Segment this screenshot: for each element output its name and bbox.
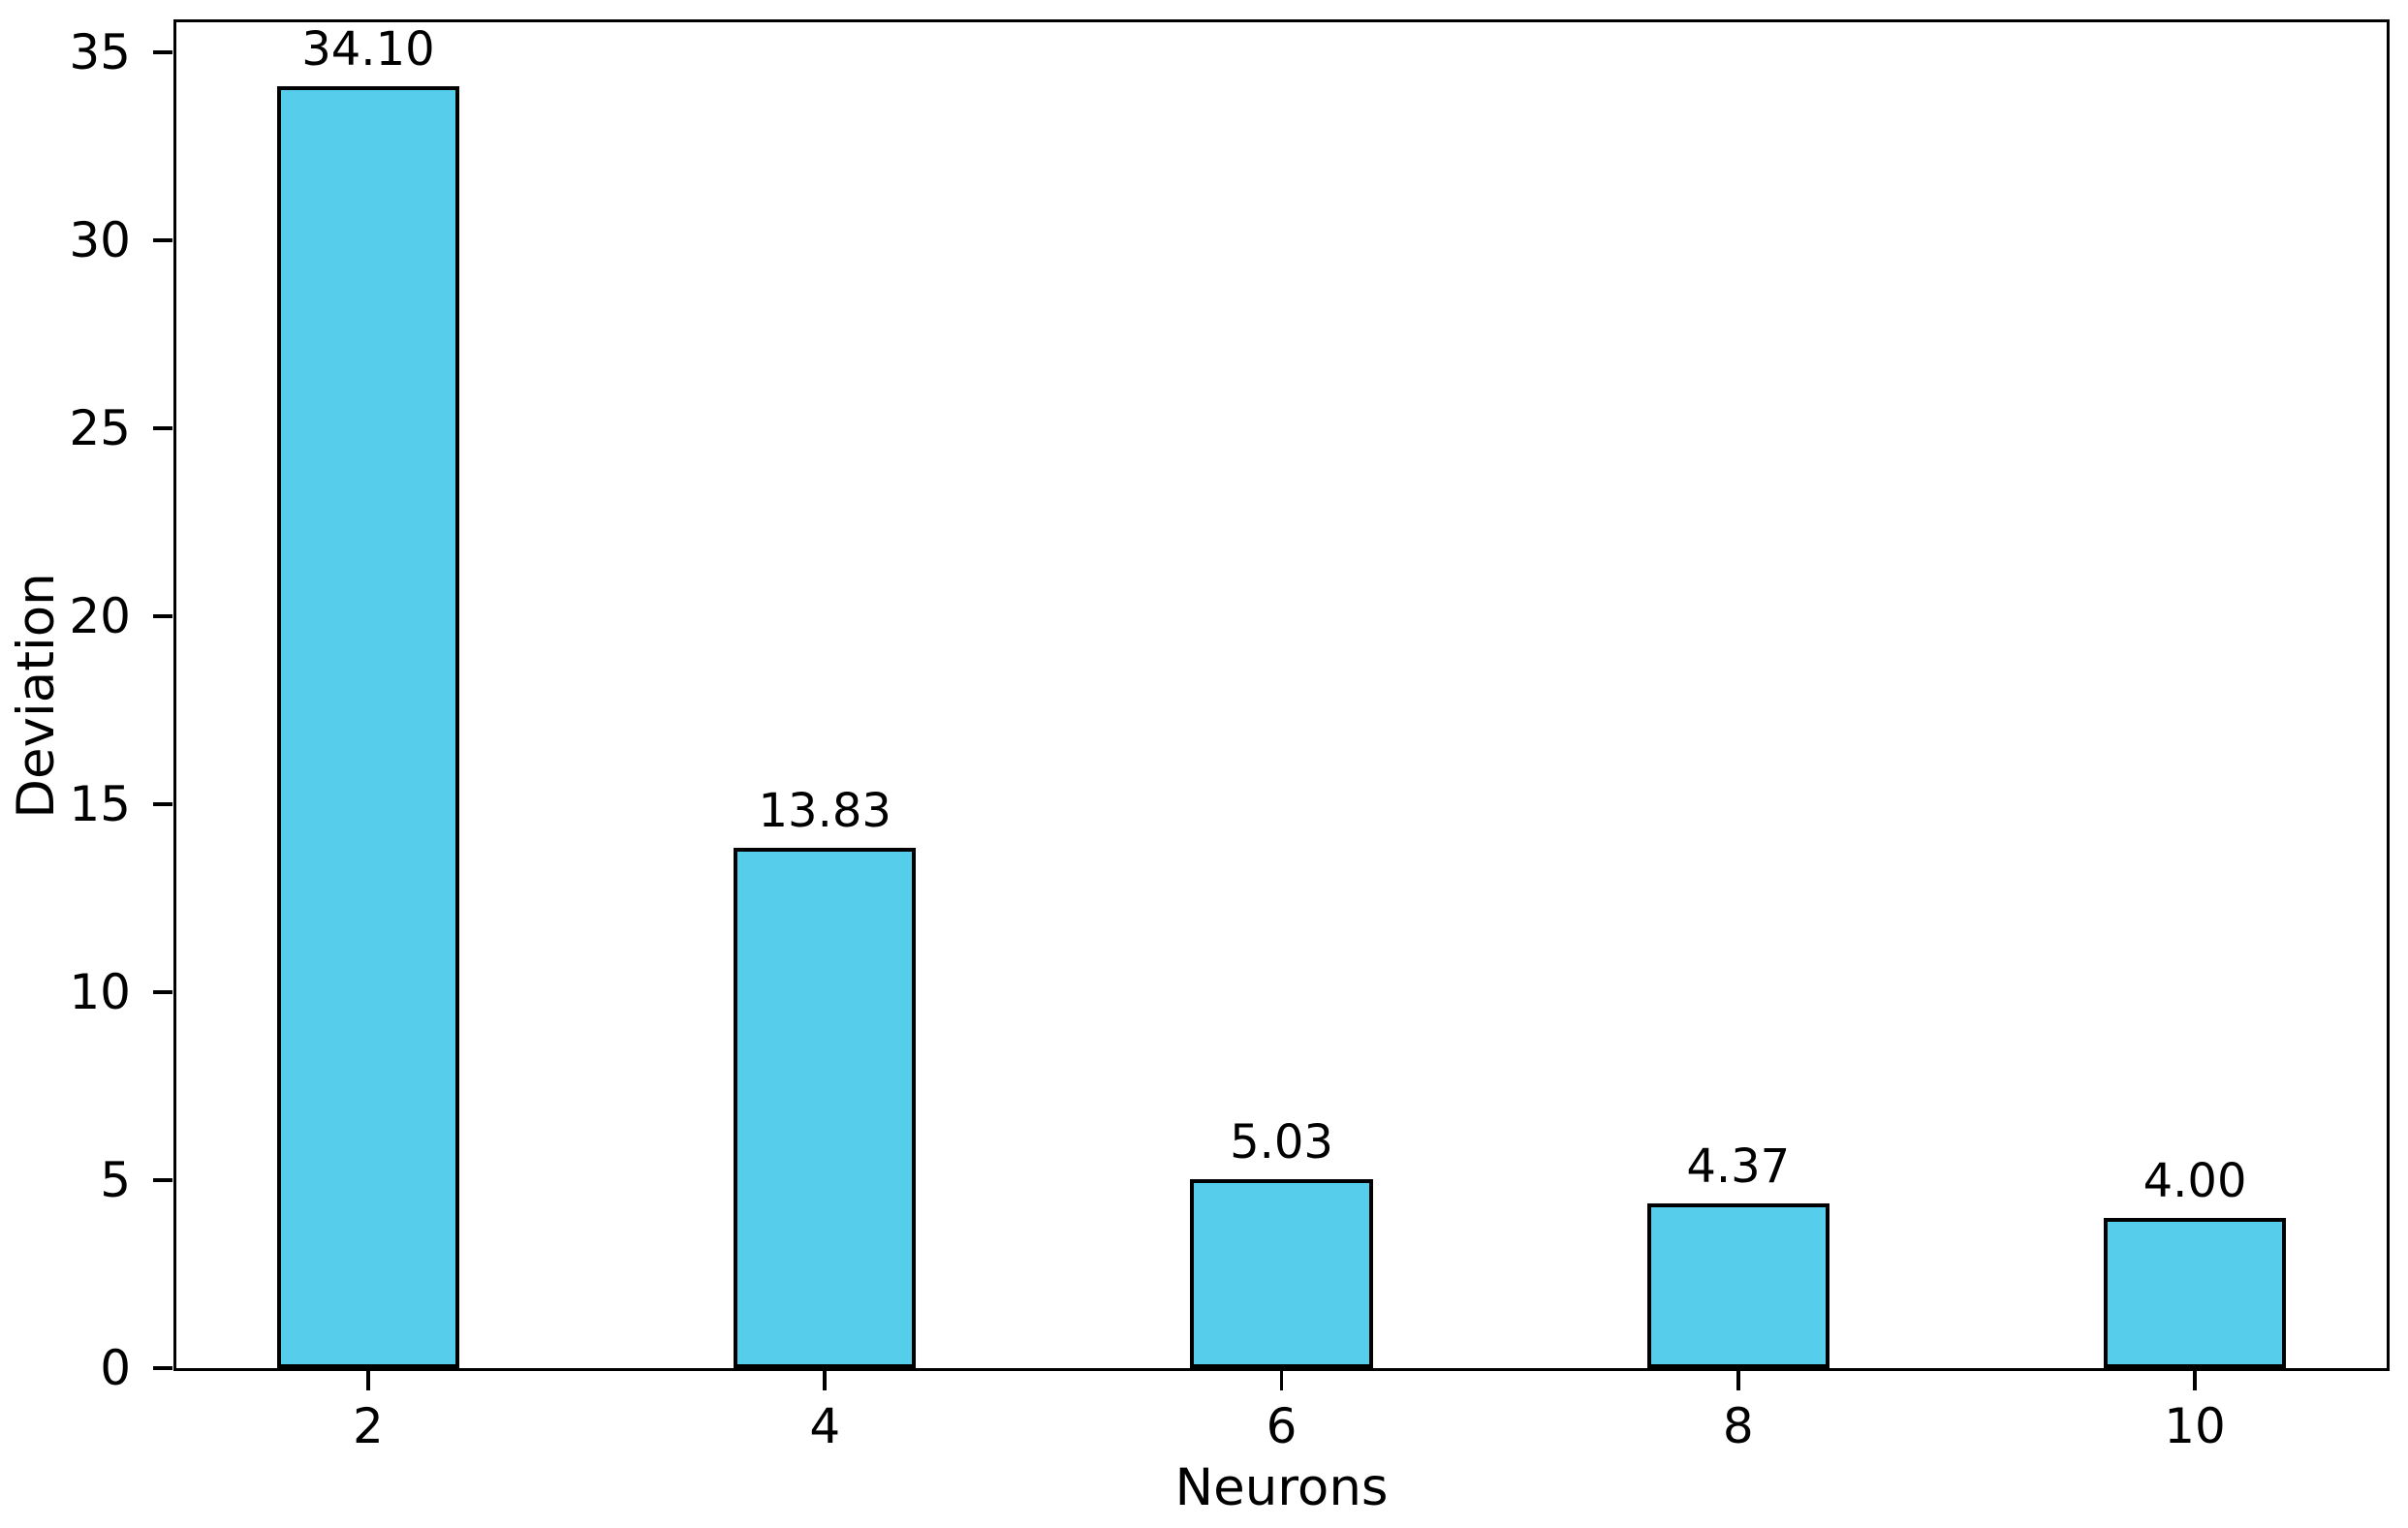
- y-tick-mark: [153, 426, 172, 430]
- y-tick-mark: [153, 990, 172, 994]
- bar: [733, 848, 917, 1368]
- bar-value-label: 4.00: [2142, 1153, 2247, 1208]
- y-tick-label: 0: [100, 1340, 131, 1396]
- x-tick-label: 8: [1722, 1398, 1754, 1454]
- x-tick-mark: [366, 1371, 370, 1390]
- y-tick-mark: [153, 1366, 172, 1370]
- y-tick-mark: [153, 238, 172, 242]
- bar-value-label: 34.10: [301, 21, 435, 77]
- y-tick-label: 20: [69, 588, 131, 645]
- bar: [1190, 1178, 1373, 1368]
- bar: [1646, 1203, 1830, 1368]
- bar: [2103, 1217, 2287, 1368]
- x-axis-label: Neurons: [1174, 1458, 1389, 1517]
- x-tick-mark: [823, 1371, 827, 1390]
- y-tick-label: 10: [69, 964, 131, 1020]
- y-axis-label: Deviation: [7, 572, 66, 819]
- y-tick-label: 25: [69, 400, 131, 457]
- x-tick-mark: [1279, 1371, 1284, 1390]
- y-tick-mark: [153, 1178, 172, 1182]
- y-tick-label: 35: [69, 24, 131, 81]
- x-tick-label: 6: [1266, 1398, 1298, 1454]
- x-tick-label: 10: [2164, 1398, 2226, 1454]
- plot-area: 34.10 13.83 5.03 4.37 4.00 0 5 10 15 20 25 30 35 2 4…: [7, 19, 2390, 1515]
- bar-value-label: 13.83: [758, 784, 891, 839]
- y-tick-label: 5: [100, 1152, 131, 1208]
- bar-value-label: 5.03: [1230, 1114, 1333, 1169]
- y-tick-mark: [153, 802, 172, 806]
- x-tick-mark: [1736, 1371, 1740, 1390]
- y-tick-mark: [153, 50, 172, 54]
- x-tick-label: 4: [809, 1398, 841, 1454]
- x-tick-label: 2: [353, 1398, 384, 1454]
- bar: [276, 85, 460, 1368]
- x-tick-mark: [2193, 1371, 2197, 1390]
- bar-value-label: 4.37: [1686, 1139, 1791, 1195]
- y-tick-mark: [153, 614, 172, 618]
- y-tick-label: 15: [69, 776, 131, 833]
- y-tick-label: 30: [69, 212, 131, 269]
